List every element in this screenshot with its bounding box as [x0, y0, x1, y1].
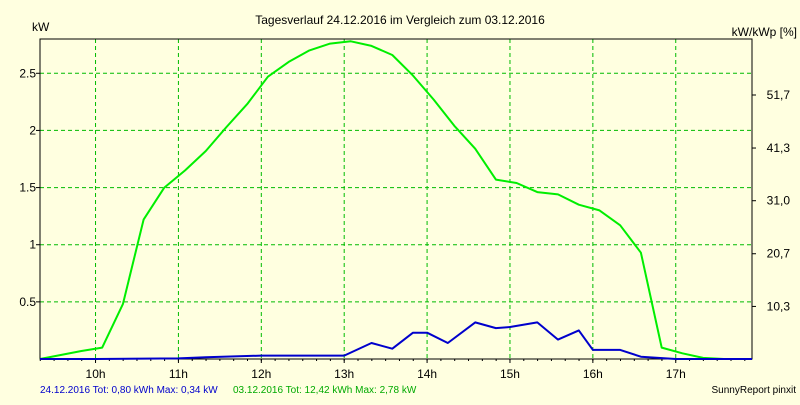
- chart-title: Tagesverlauf 24.12.2016 im Vergleich zum…: [255, 13, 545, 27]
- y-right-tick-label: 10,3: [767, 299, 791, 313]
- axis-ticks: 10h 11h 12h 13h 14h 15h 16h 17h 0.5 1 1.5 2 2.5 10,3 2…: [19, 66, 790, 381]
- x-tick-label: 10h: [86, 367, 106, 381]
- y-left-tick-label: 0.5: [19, 295, 36, 309]
- footer-credit: SunnyReport pinxit: [712, 385, 797, 396]
- y-left-tick-label: 2: [29, 123, 36, 137]
- grid-lines: [40, 39, 752, 359]
- y-axis-right-label: kW/kWp [%]: [732, 25, 797, 39]
- y-right-tick-label: 51,7: [767, 88, 791, 102]
- y-left-tick-label: 2.5: [19, 66, 36, 80]
- y-left-tick-label: 1.5: [19, 181, 36, 195]
- footer-legend-03-12: 03.12.2016 Tot: 12,42 kWh Max: 2,78 kW: [233, 385, 417, 396]
- y-right-tick-label: 31,0: [767, 194, 791, 208]
- y-axis-left-label: kW: [32, 20, 50, 34]
- series-lines: [39, 40, 752, 360]
- y-right-tick-label: 20,7: [767, 247, 791, 261]
- x-tick-label: 14h: [417, 367, 437, 381]
- x-tick-label: 16h: [583, 367, 603, 381]
- x-tick-label: 15h: [500, 367, 520, 381]
- x-tick-label: 17h: [666, 367, 686, 381]
- footer-legend-24-12: 24.12.2016 Tot: 0,80 kWh Max: 0,34 kW: [40, 385, 218, 396]
- y-left-tick-label: 1: [29, 238, 36, 252]
- x-tick-label: 12h: [251, 367, 271, 381]
- x-tick-label: 11h: [169, 367, 188, 381]
- series-line-03-12-2016: [39, 40, 752, 360]
- y-right-tick-label: 41,3: [767, 141, 791, 155]
- series-line-24-12-2016: [40, 321, 752, 360]
- x-tick-label: 13h: [334, 367, 354, 381]
- plot-frame: [39, 38, 753, 360]
